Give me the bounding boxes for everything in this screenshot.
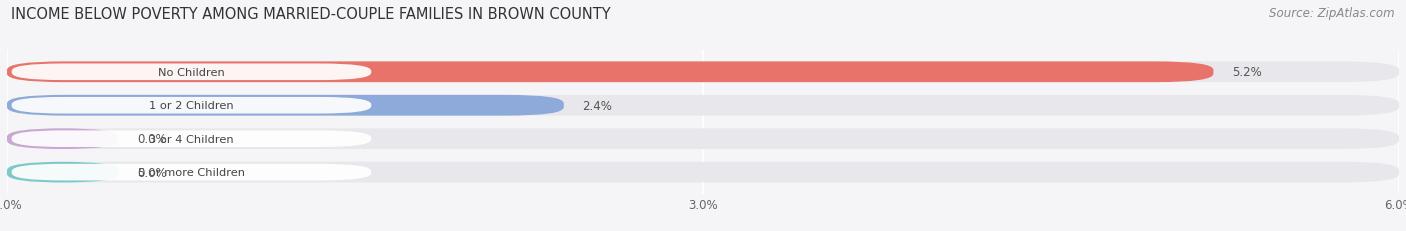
FancyBboxPatch shape	[11, 131, 371, 147]
FancyBboxPatch shape	[7, 95, 564, 116]
FancyBboxPatch shape	[7, 62, 1213, 83]
Text: 3 or 4 Children: 3 or 4 Children	[149, 134, 233, 144]
FancyBboxPatch shape	[11, 64, 371, 81]
FancyBboxPatch shape	[7, 129, 118, 149]
Text: 2.4%: 2.4%	[582, 99, 612, 112]
Text: 0.0%: 0.0%	[136, 166, 166, 179]
FancyBboxPatch shape	[11, 164, 371, 181]
FancyBboxPatch shape	[11, 97, 371, 114]
Text: No Children: No Children	[157, 67, 225, 77]
FancyBboxPatch shape	[7, 129, 1399, 149]
Text: 0.0%: 0.0%	[136, 133, 166, 146]
FancyBboxPatch shape	[7, 95, 1399, 116]
FancyBboxPatch shape	[7, 62, 1399, 83]
Text: 5 or more Children: 5 or more Children	[138, 167, 245, 177]
Text: INCOME BELOW POVERTY AMONG MARRIED-COUPLE FAMILIES IN BROWN COUNTY: INCOME BELOW POVERTY AMONG MARRIED-COUPL…	[11, 7, 610, 22]
Text: 1 or 2 Children: 1 or 2 Children	[149, 101, 233, 111]
Text: 5.2%: 5.2%	[1232, 66, 1261, 79]
FancyBboxPatch shape	[7, 162, 118, 183]
Text: Source: ZipAtlas.com: Source: ZipAtlas.com	[1270, 7, 1395, 20]
FancyBboxPatch shape	[7, 162, 1399, 183]
